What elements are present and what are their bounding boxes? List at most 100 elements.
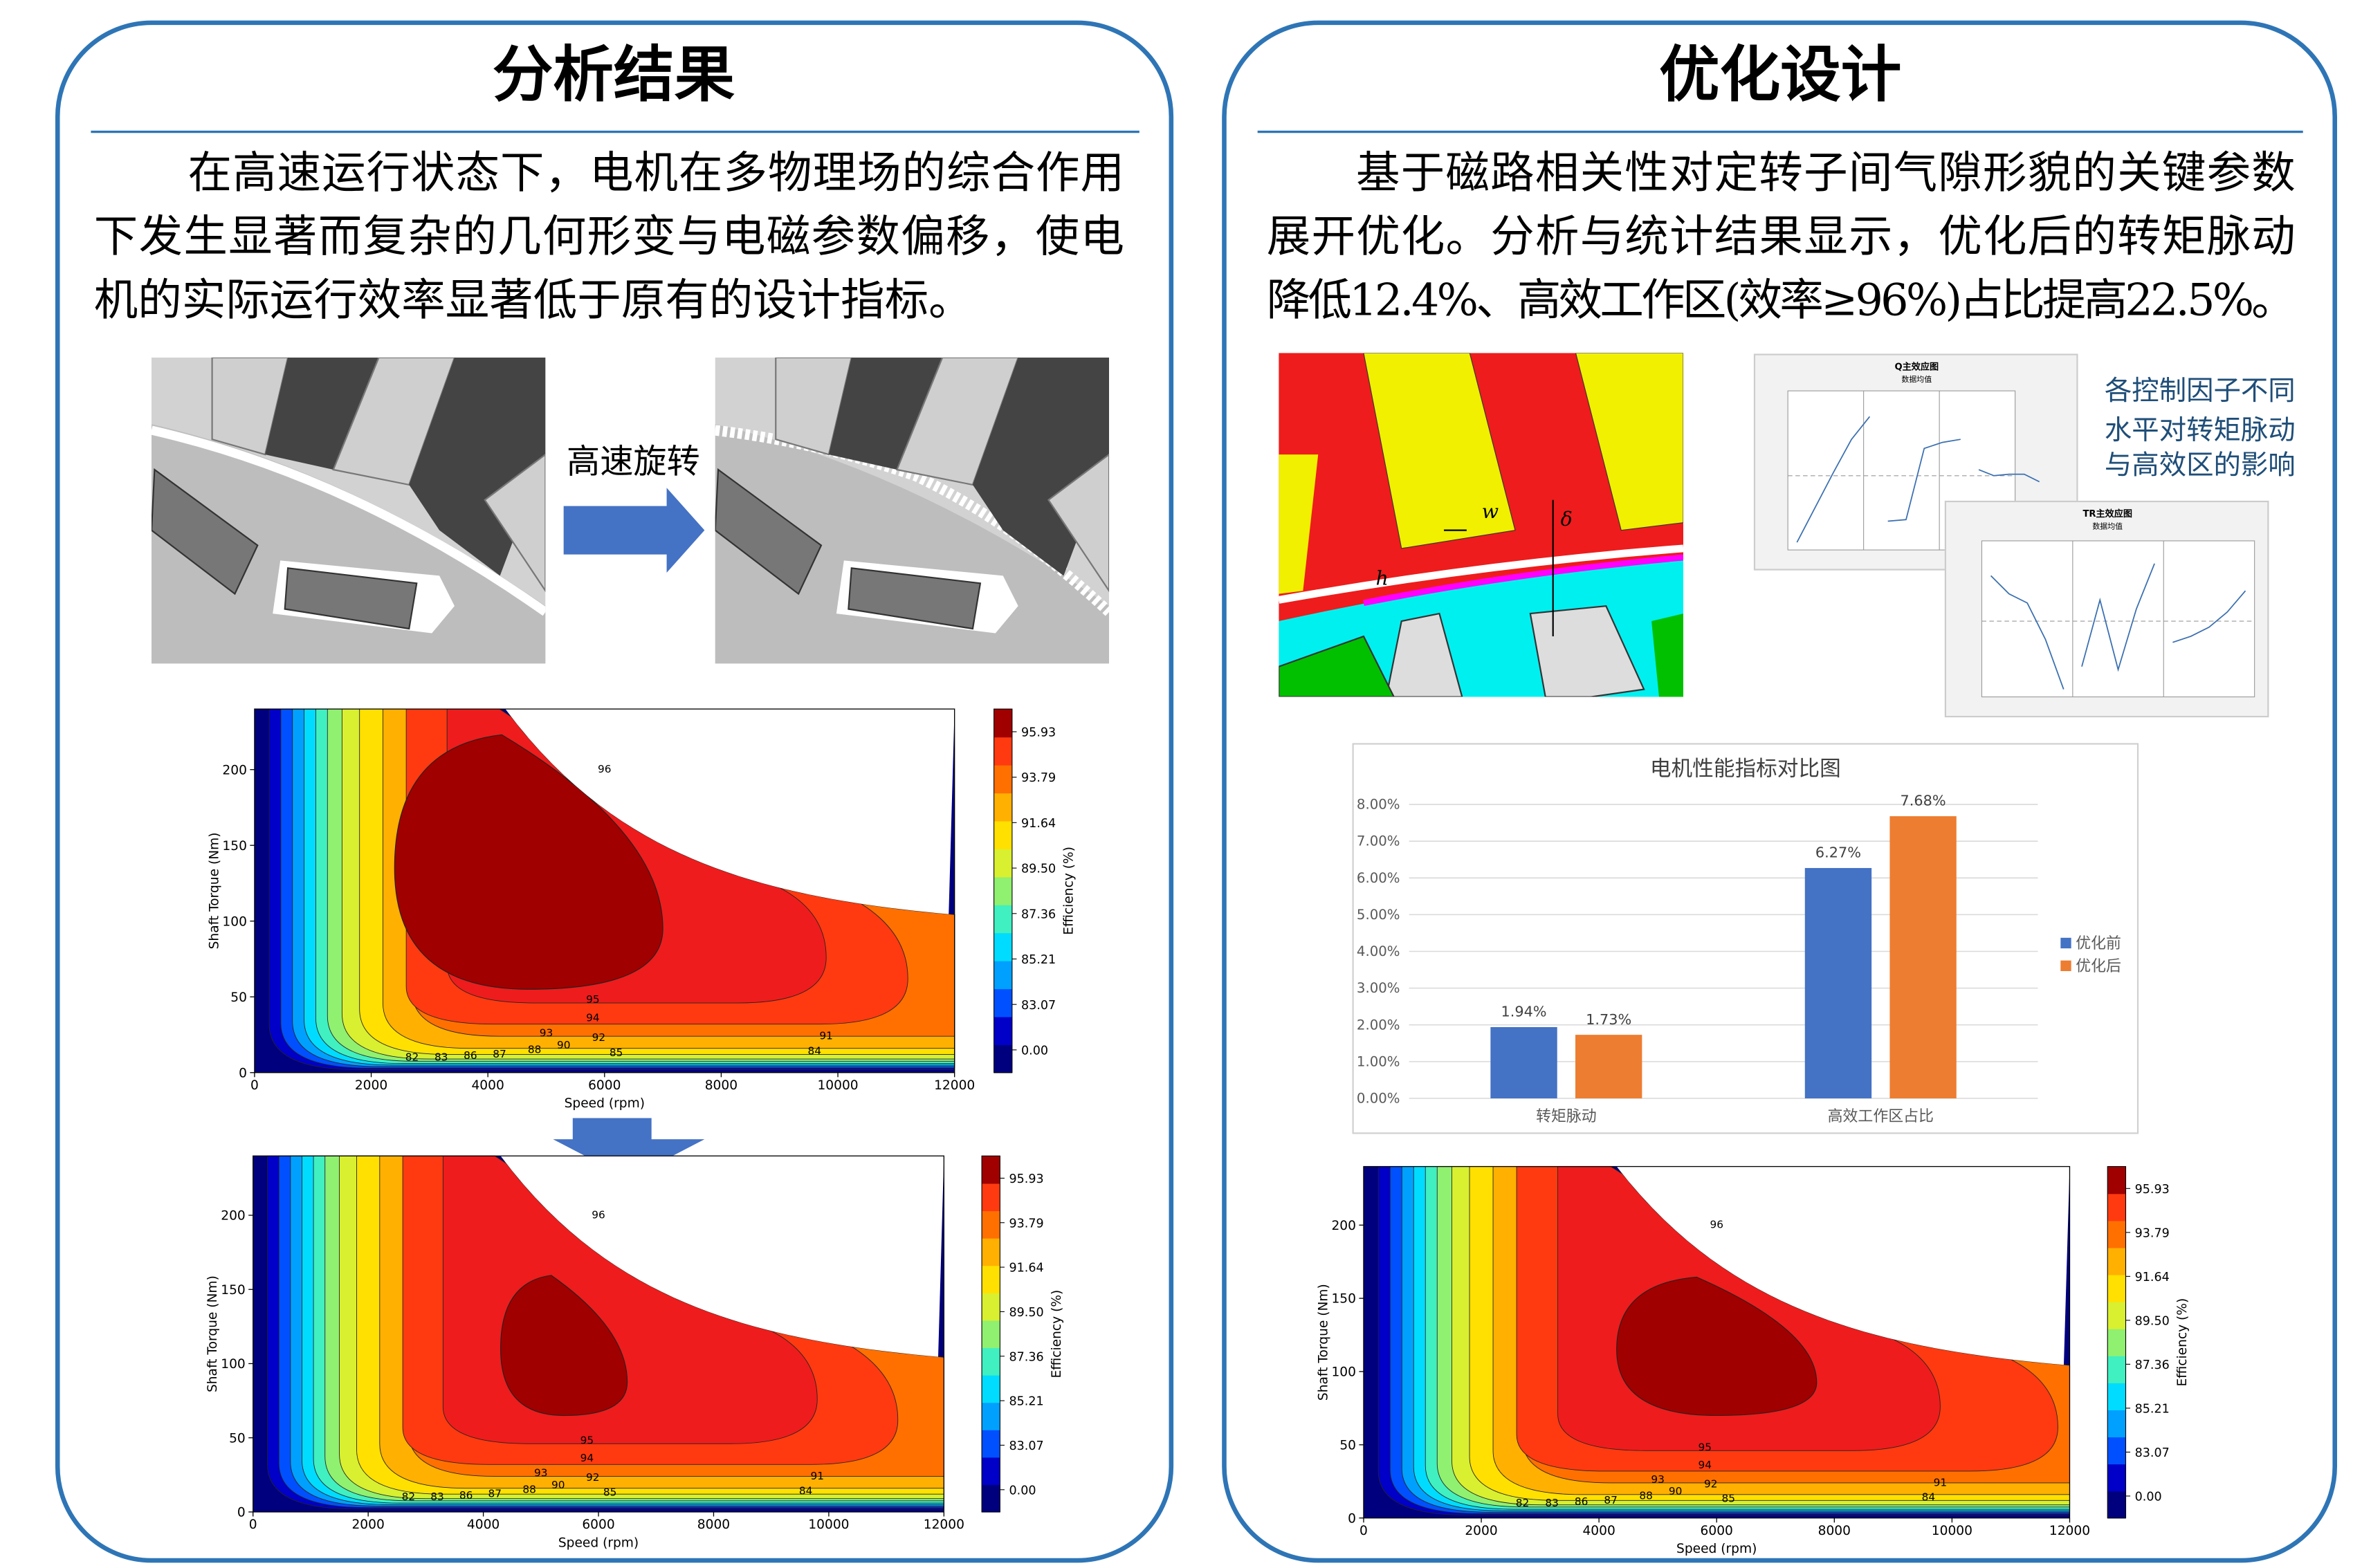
x-axis-label: Speed (rpm) [558, 1535, 639, 1550]
bar-value-label: 1.73% [1586, 1011, 1631, 1028]
colorbar-tick-label: 87.36 [1021, 907, 1056, 921]
colorbar-band [982, 1430, 1000, 1458]
contour-label: 94 [586, 1011, 600, 1024]
colorbar-tick-label: 89.50 [2135, 1314, 2170, 1328]
motor-image [151, 357, 546, 664]
colorbar-frame [981, 1155, 1000, 1513]
contour-label: 93 [540, 1026, 553, 1039]
contour-label: 94 [580, 1452, 594, 1464]
contour-label: 95 [1698, 1441, 1712, 1454]
contour-label: 83 [430, 1491, 444, 1503]
motor-image-deformed [715, 357, 1110, 664]
colorbar-band [2107, 1464, 2126, 1492]
colorbar-tick-label: 83.07 [1009, 1439, 1044, 1453]
paragraph-line: 在高速运行状态下，电机在多物理场的综合作用 [188, 147, 1124, 199]
colorbar-tick-label: 93.79 [2135, 1226, 2170, 1240]
arrow [563, 488, 705, 573]
colorbar-band [982, 1238, 1000, 1266]
x-tick-label: 6000 [1701, 1524, 1733, 1538]
paragraph-line: 下发生显著而复杂的几何形变与电磁参数偏移，使电 [94, 211, 1124, 262]
contour-label: 88 [522, 1483, 536, 1495]
contour-label: 91 [1934, 1476, 1948, 1488]
bar-value-label: 1.94% [1501, 1004, 1547, 1020]
envelope-mask [500, 1156, 944, 1357]
y-tick-label: 5.00% [1357, 907, 1400, 923]
colorbar-band [2107, 1302, 2126, 1329]
colorbar-band [994, 793, 1012, 822]
contour-label: 94 [1698, 1459, 1712, 1471]
x-tick-label: 2000 [1465, 1524, 1497, 1538]
motor-label: δ [1561, 508, 1573, 531]
colorbar-band [982, 1347, 1000, 1376]
x-axis-label: Speed (rpm) [565, 1096, 645, 1111]
contour-label: 90 [557, 1039, 571, 1051]
x-axis-label: Speed (rpm) [1676, 1542, 1757, 1556]
contour-label: 87 [1604, 1494, 1618, 1506]
x-tick-label: 12000 [924, 1518, 964, 1532]
contour-label: 88 [1639, 1489, 1653, 1502]
contour-label: 86 [459, 1489, 473, 1502]
legend-swatch [2060, 937, 2071, 949]
contour-label: 95 [580, 1435, 594, 1447]
colorbar-band [994, 709, 1012, 738]
arrow-down [553, 1118, 705, 1179]
y-tick-label: 1.00% [1357, 1053, 1400, 1069]
colorbar-tick-label: 89.50 [1009, 1306, 1044, 1320]
mini-plot [1944, 500, 2269, 718]
colorbar-band [2107, 1220, 2126, 1248]
x-tick-label: 12000 [934, 1078, 975, 1093]
colorbar-band [2107, 1274, 2126, 1302]
colorbar-band [982, 1374, 1000, 1403]
x-tick-label: 10000 [808, 1518, 849, 1532]
y-tick-label: 3.00% [1357, 980, 1400, 996]
colorbar-band [994, 737, 1012, 766]
contour-label: 92 [592, 1031, 606, 1044]
legend-swatch [2060, 960, 2071, 972]
contour-label: 82 [402, 1491, 416, 1503]
y-tick-label: 7.00% [1357, 833, 1400, 849]
colorbar-band [2107, 1491, 2126, 1519]
panel-title: 分析结果 [493, 39, 735, 110]
colorbar-frame [994, 708, 1013, 1073]
y-tick-label: 150 [1331, 1292, 1356, 1307]
contour-label: 90 [1669, 1485, 1683, 1497]
bar-value-label: 7.68% [1901, 793, 1946, 809]
arrow-label: 高速旋转 [567, 442, 700, 481]
contour-label: 83 [1545, 1497, 1559, 1509]
colorbar-band [2107, 1383, 2126, 1411]
colorbar-band [994, 932, 1012, 961]
x-tick-label: 2000 [351, 1518, 384, 1532]
y-tick-label: 100 [222, 914, 247, 929]
paragraph-line: 基于磁路相关性对定转子间气隙形貌的关键参数 [1356, 147, 2296, 199]
y-tick-label: 50 [229, 1431, 246, 1446]
x-tick-label: 8000 [1818, 1524, 1851, 1538]
colorbar-tick-label: 85.21 [1021, 953, 1056, 967]
x-tick-label: 0 [249, 1518, 257, 1532]
contour-label: 85 [1721, 1493, 1735, 1505]
contour-label: 84 [1922, 1491, 1936, 1504]
x-tick-label: 转矩脉动 [1536, 1108, 1597, 1125]
bar-chart: 电机性能指标对比图 0.00% 1.00% 2.00% 3.00% 4.00% 5.00% 6… [1357, 757, 2121, 1125]
colorbar-tick-label: 0.00 [1021, 1044, 1048, 1058]
y-tick-label: 150 [222, 839, 247, 854]
colorbar-tick-label: 0.00 [2135, 1491, 2162, 1504]
annotation: 各控制因子不同 [2105, 375, 2296, 407]
paragraph-line: 展开优化。分析与统计结果显示，优化后的转矩脉动 [1267, 211, 2296, 262]
y-tick-label: 8.00% [1357, 797, 1400, 813]
paragraph-line: 降低12.4%、高效工作区(效率≥96%)占比提高22.5%。 [1267, 275, 2296, 326]
colorbar-label: Efficiency (%) [1061, 847, 1076, 935]
colorbar-tick-label: 0.00 [1009, 1484, 1036, 1497]
contour-label: 83 [434, 1051, 448, 1063]
colorbar-band [2107, 1247, 2126, 1275]
x-tick-label: 12000 [2049, 1524, 2090, 1538]
y-tick-label: 200 [222, 763, 247, 777]
colorbar-band [982, 1156, 1000, 1184]
bar-chart-frame [1352, 743, 2139, 1134]
contour-label: 86 [464, 1049, 477, 1062]
bar-value-label: 6.27% [1815, 845, 1861, 861]
bar [1490, 1026, 1557, 1098]
contour-label: 84 [799, 1484, 813, 1497]
envelope-mask [505, 709, 955, 914]
